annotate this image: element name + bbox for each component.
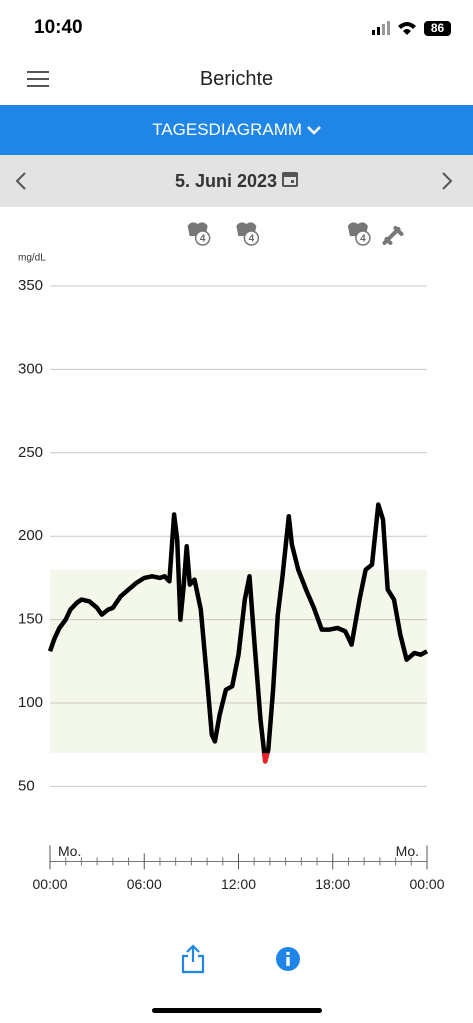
event-meal: 4 <box>236 222 260 246</box>
menu-button[interactable] <box>27 70 49 88</box>
event-count: 4 <box>200 234 206 245</box>
y-tick-label: 250 <box>18 444 43 461</box>
tab-label: TAGESDIAGRAMM <box>152 120 303 139</box>
status-icons: 86 <box>372 21 451 36</box>
date-bar: 5. Juni 2023 <box>0 155 473 207</box>
day-label: Mo. <box>396 843 419 859</box>
glucose-line <box>47 502 429 764</box>
prev-day[interactable] <box>14 171 28 191</box>
event-badge <box>355 230 371 246</box>
event-badge <box>243 230 260 246</box>
event-count: 4 <box>360 234 366 245</box>
y-tick-label: 150 <box>18 611 43 628</box>
info-button[interactable] <box>275 946 301 972</box>
event-badge <box>194 230 211 246</box>
x-tick-label: 00:00 <box>409 876 444 892</box>
y-tick-label: 200 <box>18 527 43 544</box>
day-label: Mo. <box>58 843 81 859</box>
date-label: 5. Juni 2023 <box>174 171 278 191</box>
event-insulin <box>382 226 404 245</box>
x-tick-label: 06:00 <box>127 876 162 892</box>
x-tick-label: 00:00 <box>32 876 67 892</box>
battery-level: 86 <box>431 21 445 35</box>
home-indicator <box>152 1008 322 1013</box>
y-tick-label: 350 <box>18 277 43 294</box>
y-axis-label: mg/dL <box>18 253 46 264</box>
next-day[interactable] <box>440 171 454 191</box>
insulin-icon <box>382 226 404 245</box>
header-title: Berichte <box>199 68 274 90</box>
calendar-icon[interactable] <box>282 171 299 187</box>
y-tick-label: 100 <box>18 694 43 711</box>
status-time: 10:40 <box>34 17 83 38</box>
x-tick-label: 18:00 <box>315 876 350 892</box>
event-meal: 4 <box>187 222 211 246</box>
share-button[interactable] <box>180 944 206 974</box>
y-tick-label: 50 <box>18 777 35 794</box>
tab-bar[interactable]: TAGESDIAGRAMM <box>0 105 473 155</box>
x-tick-label: 12:00 <box>221 876 256 892</box>
event-meal: 4 <box>347 222 371 246</box>
dropdown-icon <box>306 126 321 135</box>
y-tick-label: 300 <box>18 360 43 377</box>
chart: mg/dL 50 100 150 200 250 300 350 00:00 06:00 12:0… <box>18 222 445 892</box>
event-count: 4 <box>249 234 255 245</box>
